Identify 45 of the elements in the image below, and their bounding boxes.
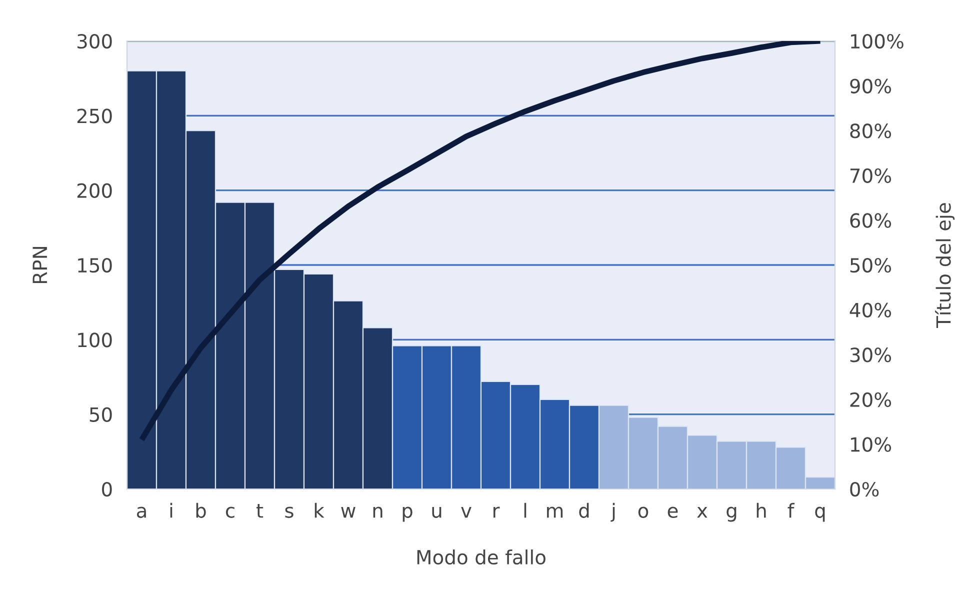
x-tick-label: j — [610, 502, 615, 522]
y2-tick-label: 60% — [850, 213, 892, 228]
x-axis-title: Modo de fallo — [417, 549, 546, 565]
x-tick-label: w — [341, 507, 356, 518]
y-tick-label: 250 — [77, 108, 112, 124]
x-tick-label: f — [788, 502, 795, 518]
y-tick-label: 100 — [78, 332, 112, 348]
y2-tick-label: 0% — [850, 482, 879, 497]
y2-axis-title: Título del eje — [935, 203, 955, 328]
x-tick-label: o — [638, 506, 648, 518]
x-tick-label: r — [494, 506, 500, 518]
x-tick-label: l — [524, 502, 526, 518]
y2-tick-label: 10% — [851, 437, 892, 452]
x-tick-label: a — [136, 506, 146, 518]
x-tick-label: t — [256, 504, 264, 518]
x-tick-label: x — [697, 507, 708, 518]
x-tick-label: k — [314, 502, 324, 518]
x-tick-label: q — [815, 506, 825, 522]
y-axis-title: RPN — [32, 247, 47, 283]
y2-tick-label: 40% — [850, 302, 892, 318]
x-tick-label: m — [547, 506, 563, 518]
y-tick-label: 150 — [78, 258, 112, 273]
y2-tick-label: 80% — [850, 124, 892, 138]
y2-tick-label: 70% — [850, 168, 892, 184]
x-tick-label: b — [196, 502, 206, 518]
x-tick-label: v — [461, 507, 472, 518]
x-tick-label: s — [285, 506, 294, 518]
x-tick-label: e — [668, 506, 678, 518]
y2-tick-label: 50% — [850, 258, 892, 273]
y-tick-label: 200 — [77, 183, 112, 198]
y-tick-label: 0 — [102, 482, 112, 497]
x-tick-label: u — [432, 506, 442, 518]
y-tick-label: 300 — [77, 34, 112, 49]
y2-tick-label: 100% — [851, 34, 904, 49]
x-tick-label: i — [170, 502, 172, 518]
x-tick-label: n — [373, 506, 382, 518]
x-tick-label: h — [756, 502, 766, 518]
y2-tick-label: 30% — [850, 348, 892, 362]
x-tick-label: g — [726, 506, 736, 522]
x-tick-label: c — [226, 506, 234, 518]
y2-tick-label: 20% — [850, 392, 892, 408]
y-tick-label: 50 — [90, 407, 112, 422]
x-tick-label: d — [579, 502, 589, 518]
y2-tick-label: 90% — [850, 78, 892, 94]
x-tick-label: p — [402, 506, 412, 522]
